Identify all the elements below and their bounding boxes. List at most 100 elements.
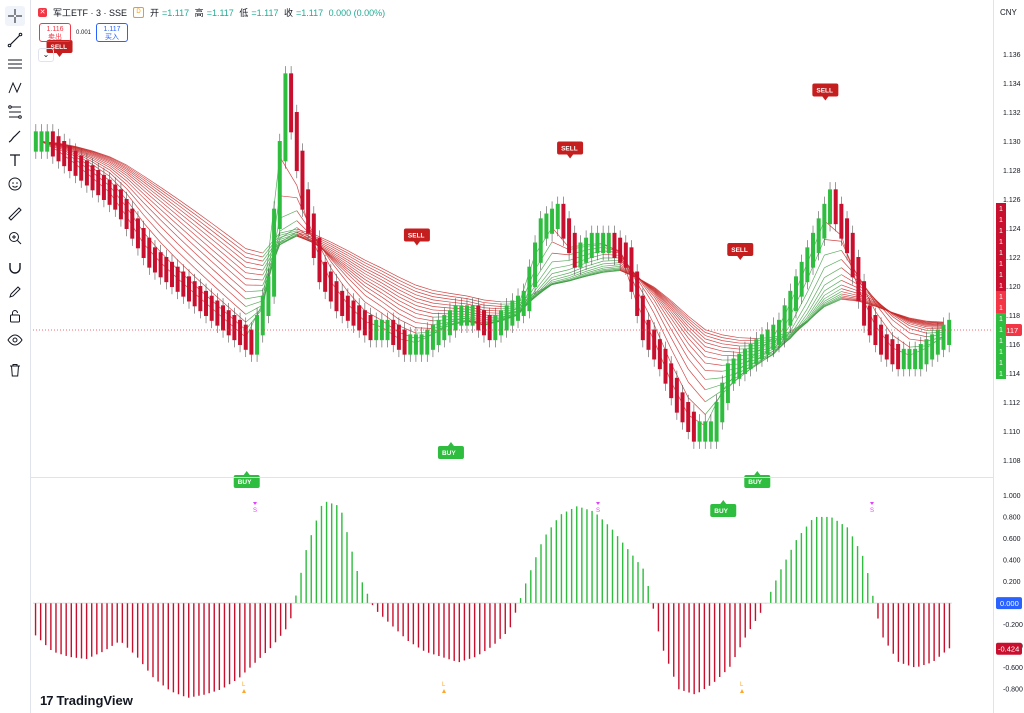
eye-icon[interactable] (5, 330, 25, 350)
ma-ribbon-segment (143, 214, 161, 235)
ma-ribbon-segment (909, 345, 927, 348)
ma-ribbon-segment (92, 150, 110, 157)
ma-ribbon-segment (398, 279, 417, 289)
candle-down (884, 334, 889, 360)
ma-ribbon-segment (262, 242, 281, 276)
magnet-icon[interactable] (5, 258, 25, 278)
crosshair-icon[interactable] (5, 6, 25, 26)
candle-up (805, 247, 810, 283)
ma-ribbon-segment (687, 368, 706, 391)
ma-ribbon-segment (330, 255, 349, 270)
trend-line-icon[interactable] (5, 30, 25, 50)
ma-ribbon-segment (756, 353, 774, 363)
ma-ribbon-segment (211, 275, 229, 292)
ma-ribbon-segment (739, 348, 757, 350)
ma-ribbon-segment (807, 290, 825, 318)
fib-icon[interactable] (5, 102, 25, 122)
sell-signal-label (403, 228, 430, 242)
ma-ribbon-segment (126, 207, 144, 233)
ma-ribbon-segment (569, 244, 587, 248)
ruler-icon[interactable] (5, 204, 25, 224)
ma-ribbon-segment (313, 242, 332, 255)
candle-up (725, 363, 730, 403)
emoji-icon[interactable] (5, 174, 25, 194)
price-tick-label: 1.130 (1003, 139, 1021, 146)
candle-up (464, 305, 469, 326)
ma-ribbon-segment (449, 318, 467, 320)
buy-button[interactable]: 1.117 买入 (96, 23, 128, 42)
data-delay-icon[interactable]: D (133, 7, 145, 18)
ma-ribbon-segment (534, 283, 553, 294)
ma-ribbon-segment (381, 306, 400, 320)
pane-divider[interactable] (31, 477, 993, 478)
ma-ribbon-segment (126, 172, 144, 188)
ma-ribbon-segment (568, 258, 587, 266)
ma-ribbon-segment (739, 364, 757, 373)
ma-ribbon-segment (687, 358, 706, 380)
symbol-title[interactable]: 军工ETF · 3 · SSE (53, 8, 128, 18)
ma-ribbon-segment (296, 210, 315, 236)
ma-ribbon-segment (177, 201, 195, 215)
ma-ribbon-segment (483, 320, 502, 325)
signal-count-label: 1 (999, 206, 1003, 213)
ma-ribbon-segment (483, 309, 502, 312)
ma-ribbon-segment (228, 235, 246, 249)
candle-up (754, 339, 759, 365)
ma-ribbon-segment (347, 250, 366, 261)
candle-down (674, 377, 679, 413)
ma-ribbon-segment (109, 160, 127, 172)
ma-ribbon-segment (586, 254, 604, 260)
ma-ribbon-segment (909, 323, 927, 329)
ma-ribbon-segment (143, 181, 161, 196)
ma-ribbon-segment (670, 305, 689, 324)
signal-count-label: 1 (999, 349, 1003, 356)
ma-ribbon-segment (92, 154, 110, 163)
ma-ribbon-segment (551, 241, 570, 250)
ma-ribbon-segment (92, 155, 110, 164)
price-tick-label: 1.132 (1003, 110, 1021, 117)
ma-ribbon-segment (160, 201, 178, 216)
ma-ribbon-segment (381, 273, 400, 284)
signal-label-text: BUY (714, 508, 728, 515)
long-marker-arrow (242, 689, 246, 693)
trash-icon[interactable] (5, 360, 25, 380)
ma-ribbon-segment (483, 318, 502, 320)
collapse-legend-button[interactable]: ⌄ (38, 48, 54, 62)
ma-ribbon-segment (807, 298, 825, 322)
ma-ribbon-segment (398, 289, 417, 299)
text-icon[interactable] (5, 150, 25, 170)
price-tick-label: 1.118 (1003, 313, 1020, 320)
candle-up (260, 295, 265, 336)
brush-icon[interactable] (5, 126, 25, 146)
candle-down (107, 179, 112, 205)
ohlc-values: 开 =1.117 高 =1.117 低 =1.117 收 =1.117 0.000 (0… (150, 6, 388, 19)
ma-ribbon-segment (160, 219, 178, 237)
candle-down (862, 281, 867, 326)
ma-ribbon-segment (245, 252, 263, 258)
candle-up (907, 348, 912, 370)
ma-ribbon-segment (636, 278, 655, 306)
pencil-lock-icon[interactable] (5, 282, 25, 302)
zoom-icon[interactable] (5, 228, 25, 248)
ma-ribbon-segment (670, 337, 689, 370)
ma-ribbon-segment (483, 307, 502, 310)
sell-signal-pointer (822, 96, 829, 101)
candle-down (879, 324, 884, 355)
drawing-toolbar (0, 0, 31, 713)
currency-selector[interactable]: CNY (1000, 8, 1017, 17)
tradingview-logo[interactable]: 17 TradingView (40, 693, 133, 708)
lock-icon[interactable] (5, 306, 25, 326)
ma-ribbon-segment (909, 338, 927, 342)
horizontal-lines-icon[interactable] (5, 54, 25, 74)
ma-ribbon-segment (790, 320, 808, 332)
ma-ribbon-segment (756, 343, 774, 347)
sell-button[interactable]: 1.116 卖出 (39, 23, 71, 42)
signal-count-label: 1 (999, 294, 1003, 301)
ma-ribbon-segment (160, 197, 178, 212)
candle-up (538, 218, 543, 263)
signal-count-badge (996, 280, 1006, 291)
candle-down (169, 261, 174, 287)
pattern-icon[interactable] (5, 78, 25, 98)
ma-ribbon-segment (551, 272, 570, 278)
